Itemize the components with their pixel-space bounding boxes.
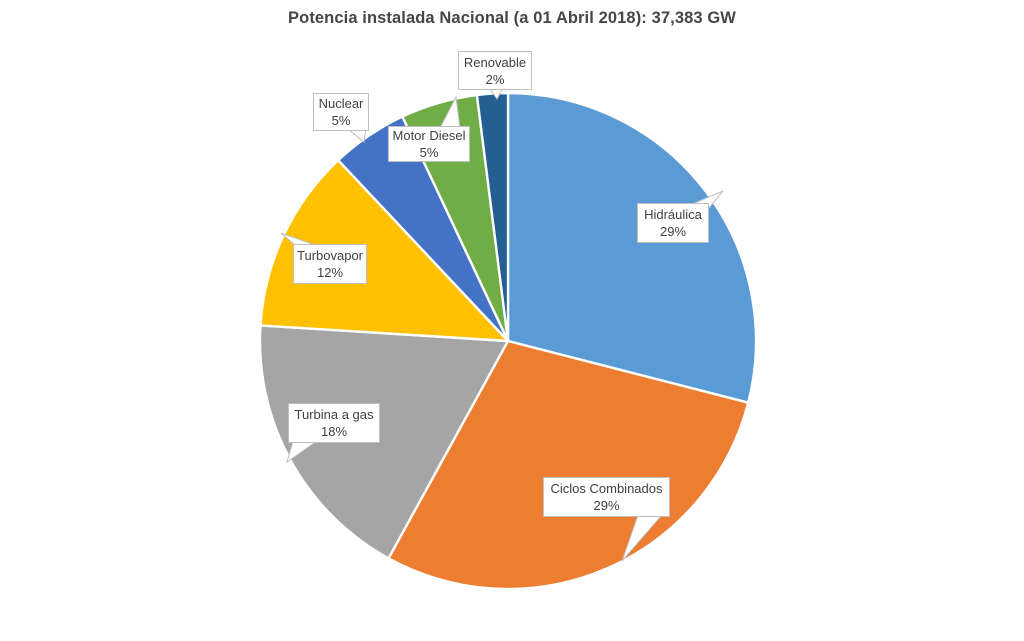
data-label-turbina-a-gas: Turbina a gas 18%: [288, 403, 380, 443]
data-label-turbovapor: Turbovapor 12%: [293, 244, 367, 284]
data-label-category: Turbina a gas: [294, 407, 374, 422]
data-label-category: Motor Diesel: [392, 128, 466, 143]
pie-slice-ciclos-combinados: [387, 339, 750, 591]
data-label-percent: 5%: [419, 145, 439, 160]
data-label-percent: 18%: [320, 424, 348, 439]
data-label-category: Ciclos Combinados: [550, 481, 663, 496]
data-label-category: Renovable: [463, 54, 527, 70]
pie-slice-hidraulica: [506, 91, 758, 404]
data-label-percent: 5%: [331, 113, 351, 128]
data-label-ciclos-combinados: Ciclos Combinados 29%: [543, 477, 670, 517]
pie-slice-turbina-a-gas: [258, 324, 510, 560]
chart-title: Potencia instalada Nacional (a 01 Abril …: [288, 9, 736, 27]
data-label-motor-diesel: Motor Diesel 5%: [388, 126, 470, 162]
data-label-hidraulica: Hidráulica 29%: [637, 203, 709, 243]
data-label-percent: 29%: [593, 498, 620, 513]
data-label-category: Hidráulica: [644, 207, 702, 222]
data-label-category: Nuclear: [318, 96, 364, 111]
data-label-percent: 29%: [659, 224, 687, 239]
data-label-percent: 12%: [316, 265, 344, 280]
data-label-renovable: Renovable 2%: [458, 51, 532, 90]
data-label-nuclear: Nuclear 5%: [313, 93, 369, 131]
data-label-percent: 2%: [485, 71, 505, 87]
data-label-category: Turbovapor: [297, 248, 363, 263]
